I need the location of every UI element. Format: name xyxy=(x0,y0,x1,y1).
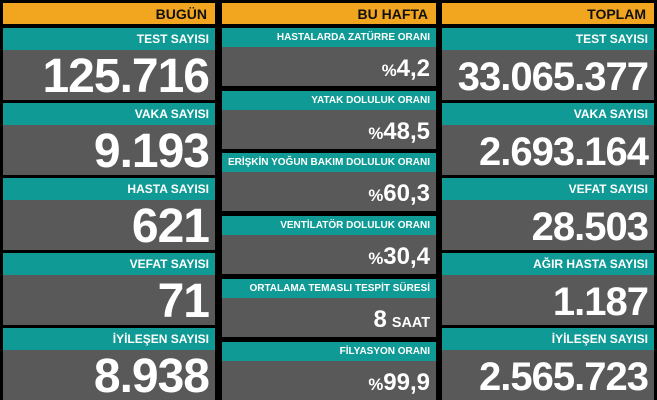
stat-label: İYİLEŞEN SAYISI xyxy=(442,328,654,350)
stat-label: VEFAT SAYISI xyxy=(442,178,654,200)
stat-label: FİLYASYON ORANI xyxy=(222,341,436,361)
column: BU HAFTA HASTALARDA ZATÜRRE ORANI %4,2 YATA… xyxy=(222,3,436,400)
value-number: 4,2 xyxy=(396,55,430,82)
stat-card: TEST SAYISI 33.065.377 xyxy=(442,28,654,100)
value-number: 125.716 xyxy=(42,50,210,100)
column: TOPLAM TEST SAYISI 33.065.377 VAKA SAYISI 2.… xyxy=(442,3,654,400)
value-number: 30,4 xyxy=(383,243,430,271)
value-number: 71 xyxy=(157,275,210,325)
stat-card: İYİLEŞEN SAYISI 8.938 xyxy=(3,328,215,400)
stat-label: İYİLEŞEN SAYISI xyxy=(3,328,215,350)
stat-label: YATAK DOLULUK ORANI xyxy=(222,90,436,110)
value-number: 48,5 xyxy=(383,117,430,145)
value-suffix: SAAT xyxy=(391,314,430,331)
stat-value: 2.693.164 xyxy=(442,125,654,175)
value-number: 2.565.723 xyxy=(479,355,649,399)
stat-label: HASTA SAYISI xyxy=(3,178,215,200)
stat-value: %30,4 xyxy=(222,235,436,275)
value-number: 2.693.164 xyxy=(479,130,649,174)
value-prefix: % xyxy=(368,249,384,269)
stat-card: ORTALAMA TEMASLI TESPİT SÜRESİ 8 SAAT xyxy=(222,278,436,337)
column: BUGÜN TEST SAYISI 125.716 VAKA SAYISI 9.193 H… xyxy=(3,3,215,400)
value-number: 99,9 xyxy=(383,368,430,396)
stat-value: 28.503 xyxy=(442,200,654,250)
stat-card: YATAK DOLULUK ORANI %48,5 xyxy=(222,90,436,149)
stat-value: 8 SAAT xyxy=(222,297,436,337)
stat-label: VENTİLATÖR DOLULUK ORANI xyxy=(222,216,436,236)
stat-value: 71 xyxy=(3,275,215,325)
column-header: TOPLAM xyxy=(442,3,654,24)
stat-label: ERİŞKİN YOĞUN BAKIM DOLULUK ORANI xyxy=(222,153,436,173)
stat-value: 9.193 xyxy=(3,125,215,175)
value-number: 60,3 xyxy=(383,180,430,208)
stat-value: 1.187 xyxy=(442,275,654,325)
stat-label: VAKA SAYISI xyxy=(442,103,654,125)
value-number: 8.938 xyxy=(93,350,210,400)
value-prefix: % xyxy=(368,123,384,143)
stat-card: HASTA SAYISI 621 xyxy=(3,178,215,250)
stat-label: VAKA SAYISI xyxy=(3,103,215,125)
stat-card: ERİŞKİN YOĞUN BAKIM DOLULUK ORANI %60,3 xyxy=(222,153,436,212)
stat-label: HASTALARDA ZATÜRRE ORANI xyxy=(222,28,436,47)
stat-card: VEFAT SAYISI 28.503 xyxy=(442,178,654,250)
value-prefix: % xyxy=(381,61,397,80)
stat-card: İYİLEŞEN SAYISI 2.565.723 xyxy=(442,328,654,400)
stat-value: 2.565.723 xyxy=(442,350,654,400)
stat-value: 33.065.377 xyxy=(442,50,654,100)
value-number: 28.503 xyxy=(531,205,649,249)
stat-value: 125.716 xyxy=(3,50,215,100)
stat-card: VAKA SAYISI 9.193 xyxy=(3,103,215,175)
stat-card: HASTALARDA ZATÜRRE ORANI %4,2 xyxy=(222,28,436,86)
column-header: BU HAFTA xyxy=(222,3,436,24)
stat-value: %60,3 xyxy=(222,172,436,212)
stat-label: TEST SAYISI xyxy=(3,28,215,50)
value-prefix: % xyxy=(368,374,384,394)
stat-card: TEST SAYISI 125.716 xyxy=(3,28,215,100)
value-number: 8 xyxy=(373,305,387,333)
value-number: 621 xyxy=(131,200,210,250)
stat-card: FİLYASYON ORANI %99,9 xyxy=(222,341,436,400)
value-number: 33.065.377 xyxy=(457,55,649,99)
value-number: 1.187 xyxy=(552,280,649,324)
stat-label: VEFAT SAYISI xyxy=(3,253,215,275)
stat-label: ORTALAMA TEMASLI TESPİT SÜRESİ xyxy=(222,278,436,298)
stat-label: AĞIR HASTA SAYISI xyxy=(442,253,654,275)
stat-card: AĞIR HASTA SAYISI 1.187 xyxy=(442,253,654,325)
stat-label: TEST SAYISI xyxy=(442,28,654,50)
stat-card: VEFAT SAYISI 71 xyxy=(3,253,215,325)
stat-card: VENTİLATÖR DOLULUK ORANI %30,4 xyxy=(222,216,436,275)
stat-value: 8.938 xyxy=(3,350,215,400)
stat-value: %4,2 xyxy=(222,47,436,86)
stat-value: %99,9 xyxy=(222,360,436,400)
stat-value: 621 xyxy=(3,200,215,250)
value-prefix: % xyxy=(368,186,384,206)
stat-card: VAKA SAYISI 2.693.164 xyxy=(442,103,654,175)
value-number: 9.193 xyxy=(93,125,210,175)
stat-value: %48,5 xyxy=(222,109,436,149)
column-header: BUGÜN xyxy=(3,3,215,24)
